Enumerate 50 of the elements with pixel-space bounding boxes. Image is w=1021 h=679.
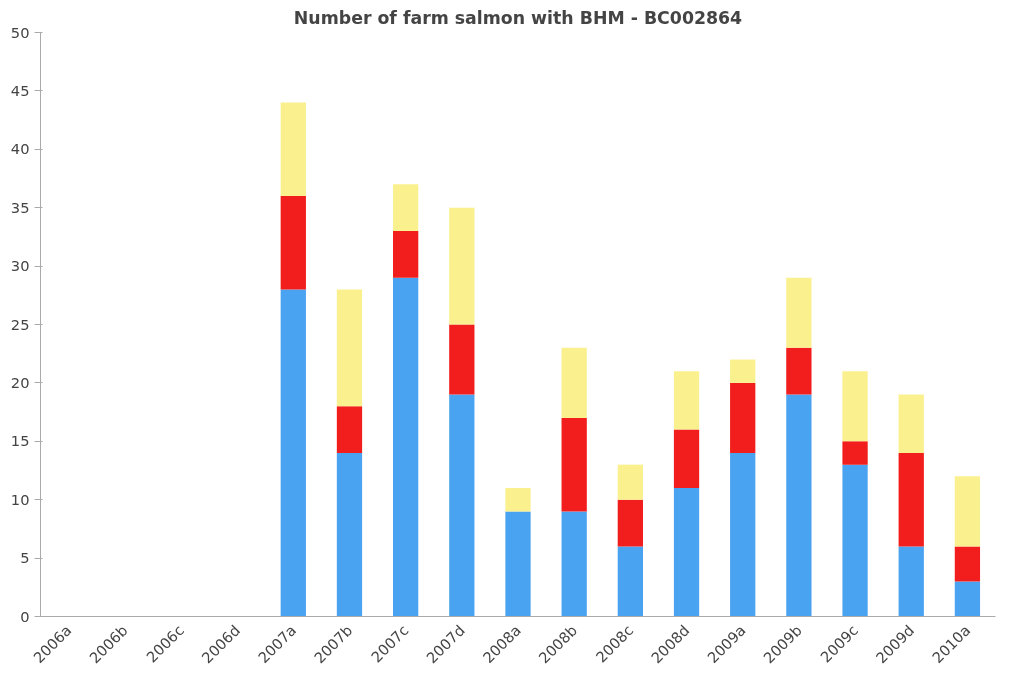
y-tick-label: 15 <box>10 432 30 450</box>
bar <box>730 452 756 617</box>
bar <box>786 347 812 395</box>
bar <box>393 277 419 617</box>
y-tick-label: 50 <box>10 23 30 41</box>
bar <box>954 581 981 617</box>
bar <box>617 464 643 500</box>
y-tick-label: 35 <box>10 198 30 216</box>
bar <box>336 406 363 453</box>
bar <box>673 488 700 617</box>
bar <box>336 452 363 617</box>
bar <box>449 207 475 325</box>
bar <box>280 196 306 290</box>
bar <box>561 511 587 617</box>
bar <box>730 382 756 453</box>
bar <box>393 231 419 278</box>
bar <box>898 546 924 617</box>
bar <box>561 347 587 418</box>
bar <box>617 499 643 547</box>
bar <box>898 394 924 453</box>
bar <box>954 476 981 547</box>
bar <box>561 417 587 512</box>
bar <box>617 546 643 617</box>
bar <box>786 394 812 617</box>
bar <box>393 184 419 232</box>
bar <box>280 102 306 197</box>
y-tick-label: 25 <box>10 315 30 333</box>
y-tick-label: 20 <box>10 373 30 391</box>
bar <box>673 371 700 430</box>
bar <box>449 324 475 395</box>
y-tick-label: 5 <box>20 549 30 567</box>
bar <box>673 429 700 489</box>
bar <box>842 371 868 442</box>
bar <box>842 441 868 465</box>
bar <box>786 277 812 348</box>
bar <box>505 511 531 617</box>
bar <box>954 546 981 582</box>
bar <box>280 289 306 617</box>
bar <box>898 452 924 547</box>
chart-title: Number of farm salmon with BHM - BC002864 <box>293 7 743 28</box>
y-tick-label: 45 <box>10 81 30 99</box>
bar <box>449 394 475 617</box>
y-tick-label: 10 <box>10 490 30 508</box>
y-tick-label: 30 <box>10 257 30 275</box>
bar <box>730 359 756 383</box>
bar <box>336 289 363 407</box>
bar <box>505 488 531 512</box>
bar <box>842 464 868 617</box>
y-tick-label: 0 <box>20 607 30 625</box>
y-tick-label: 40 <box>10 140 30 158</box>
